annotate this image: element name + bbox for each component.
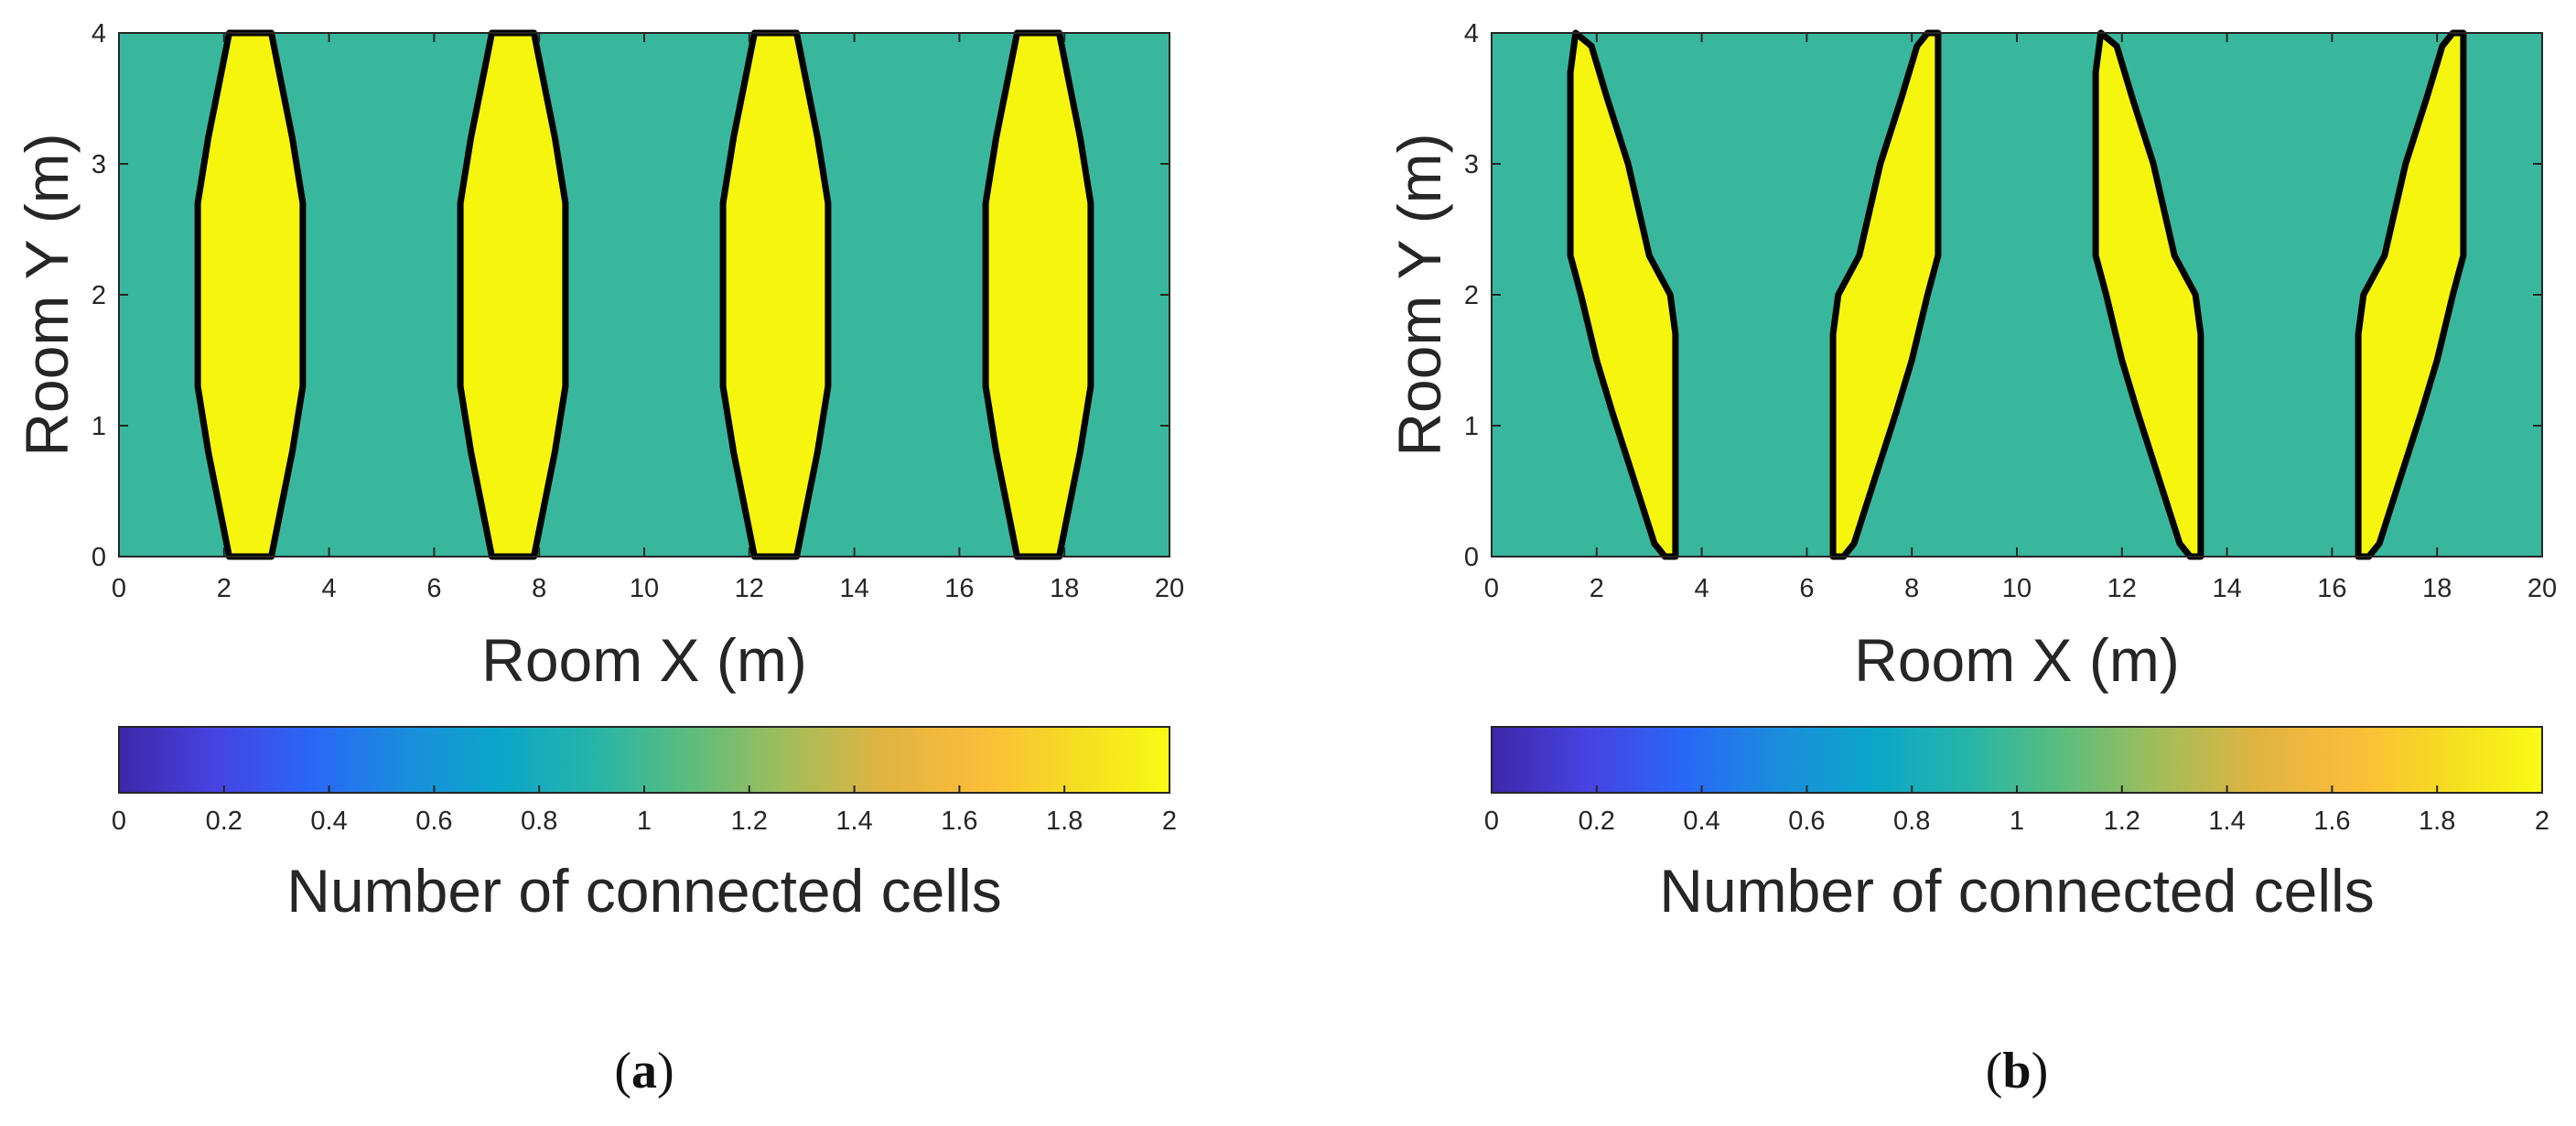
cell-region-4: [982, 29, 1094, 560]
colorbar-label: Number of connected cells: [1659, 857, 2374, 925]
colorbar-tick-label: 1.4: [835, 807, 872, 836]
colorbar-tick-label: 1.6: [2313, 807, 2350, 836]
y-tick-label: 1: [92, 412, 106, 441]
x-tick-label: 8: [1904, 574, 1919, 603]
colorbar-tick-label: 0.8: [521, 807, 557, 836]
x-tick-label: 12: [2107, 574, 2137, 603]
x-tick-label: 2: [217, 574, 232, 603]
colorbar-tick-label: 2: [1162, 807, 1177, 836]
x-tick-label: 14: [839, 574, 868, 603]
x-tick-label: 6: [426, 574, 441, 603]
x-tick-label: 4: [1695, 574, 1709, 603]
colorbar-tick-label: 1.6: [941, 807, 977, 836]
cell-region-2: [457, 29, 569, 560]
colorbar-tick-label: 0.6: [415, 807, 452, 836]
x-tick-label: 0: [112, 574, 126, 603]
colorbar-tick-label: 1.8: [1046, 807, 1083, 836]
y-tick-label: 2: [1464, 281, 1479, 310]
colorbar-tick-label: 1: [637, 807, 652, 836]
colorbar-tick-label: 0.6: [1788, 807, 1825, 836]
x-tick-label: 16: [944, 574, 974, 603]
colorbar-tick-label: 1.4: [2208, 807, 2245, 836]
y-tick-label: 4: [92, 19, 106, 49]
x-tick-label: 18: [1050, 574, 1079, 603]
colorbar-tick-label: 0: [1484, 807, 1499, 836]
cell-region-3: [719, 29, 832, 560]
x-tick-label: 14: [2212, 574, 2241, 603]
y-axis-label: Room Y (m): [1385, 133, 1453, 456]
panel-label: (a): [614, 1043, 674, 1099]
y-tick-label: 3: [92, 150, 106, 179]
x-tick-label: 16: [2317, 574, 2346, 603]
colorbar-label: Number of connected cells: [286, 857, 1001, 925]
x-tick-label: 4: [322, 574, 337, 603]
colorbar: [118, 726, 1170, 794]
panel-label: (b): [1986, 1043, 2048, 1099]
y-tick-label: 4: [1464, 19, 1479, 49]
x-tick-label: 6: [1799, 574, 1814, 603]
x-tick-label: 8: [532, 574, 546, 603]
y-tick-label: 1: [1464, 412, 1479, 441]
x-tick-label: 20: [1155, 574, 1184, 603]
x-tick-label: 0: [1484, 574, 1499, 603]
colorbar-tick-label: 0.4: [310, 807, 347, 836]
x-axis-label: Room X (m): [481, 626, 807, 694]
colorbar-tick-label: 1.8: [2419, 807, 2455, 836]
colorbar-tick-label: 1.2: [731, 807, 768, 836]
x-tick-label: 2: [1590, 574, 1604, 603]
x-axis-label: Room X (m): [1854, 626, 2180, 694]
colorbar: [1491, 726, 2543, 794]
x-tick-label: 10: [630, 574, 659, 603]
cell-region-1: [194, 29, 307, 560]
colorbar-tick-label: 1.2: [2104, 807, 2140, 836]
y-tick-label: 3: [1464, 150, 1479, 179]
x-tick-label: 12: [735, 574, 764, 603]
colorbar-tick-label: 2: [2535, 807, 2549, 836]
colorbar-tick-label: 0.2: [206, 807, 243, 836]
y-tick-label: 0: [1464, 543, 1479, 572]
colorbar-tick-label: 0.8: [1893, 807, 1930, 836]
x-tick-label: 18: [2422, 574, 2452, 603]
colorbar-tick-label: 0: [112, 807, 126, 836]
colorbar-tick-label: 0.4: [1683, 807, 1719, 836]
colorbar-tick-label: 1: [2010, 807, 2024, 836]
x-tick-label: 10: [2002, 574, 2032, 603]
y-tick-label: 2: [92, 281, 106, 310]
colorbar-tick-label: 0.2: [1579, 807, 1615, 836]
y-axis-label: Room Y (m): [13, 133, 81, 456]
x-tick-label: 20: [2527, 574, 2557, 603]
y-tick-label: 0: [92, 543, 106, 572]
